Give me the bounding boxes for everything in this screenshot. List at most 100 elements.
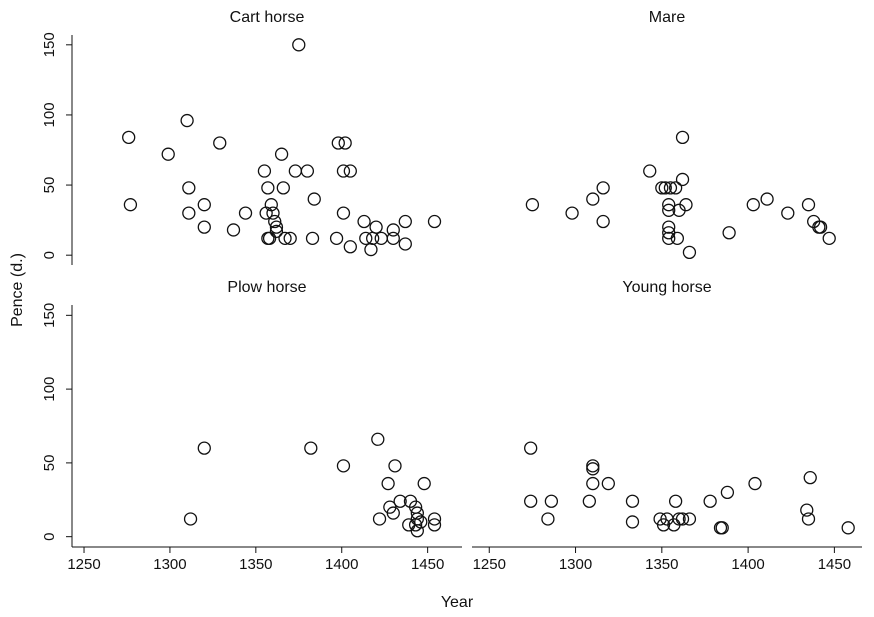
point bbox=[374, 231, 388, 246]
point bbox=[715, 521, 729, 535]
point bbox=[586, 476, 600, 491]
point bbox=[668, 181, 683, 195]
point bbox=[269, 224, 284, 238]
point bbox=[182, 181, 196, 195]
point bbox=[372, 512, 387, 526]
x-tick-label: 1450 bbox=[411, 556, 444, 573]
point bbox=[357, 214, 371, 229]
point bbox=[668, 494, 683, 508]
panel-title: Mare bbox=[649, 9, 686, 26]
y-axis-label: Pence (d.) bbox=[9, 253, 26, 327]
point bbox=[565, 206, 579, 220]
point bbox=[841, 521, 855, 535]
point bbox=[414, 515, 428, 529]
point bbox=[381, 476, 395, 491]
point bbox=[703, 494, 717, 508]
x-tick-label: 1250 bbox=[67, 556, 100, 573]
point bbox=[402, 518, 416, 532]
point bbox=[336, 459, 351, 473]
point bbox=[662, 220, 676, 234]
point bbox=[544, 494, 559, 508]
point bbox=[268, 214, 282, 229]
point bbox=[292, 38, 306, 52]
panel-title: Cart horse bbox=[230, 9, 305, 26]
point bbox=[625, 494, 640, 508]
y-tick-label: 50 bbox=[41, 455, 58, 472]
point bbox=[586, 459, 600, 473]
point bbox=[238, 206, 253, 220]
point bbox=[398, 237, 412, 251]
y-tick-label: 100 bbox=[41, 377, 58, 402]
point bbox=[278, 231, 292, 246]
point bbox=[586, 192, 600, 206]
y-tick-label: 0 bbox=[41, 251, 58, 259]
point bbox=[364, 242, 378, 257]
point bbox=[525, 198, 540, 212]
point bbox=[264, 198, 278, 212]
point bbox=[524, 441, 538, 455]
point bbox=[386, 223, 400, 237]
point bbox=[679, 198, 693, 212]
x-tick-label: 1350 bbox=[239, 556, 272, 573]
point bbox=[288, 164, 302, 178]
point bbox=[269, 220, 284, 234]
point bbox=[388, 459, 402, 473]
point bbox=[427, 214, 442, 229]
point bbox=[300, 164, 315, 178]
point bbox=[748, 476, 762, 491]
point bbox=[722, 226, 736, 240]
point bbox=[336, 164, 351, 178]
point bbox=[276, 181, 290, 195]
point bbox=[801, 512, 816, 526]
point bbox=[359, 231, 373, 246]
point bbox=[257, 164, 272, 178]
point bbox=[662, 231, 676, 246]
y-tick-label: 50 bbox=[41, 177, 58, 194]
y-tick-label: 150 bbox=[41, 32, 58, 57]
point bbox=[720, 485, 735, 500]
point bbox=[274, 147, 289, 161]
point bbox=[675, 512, 690, 526]
point bbox=[596, 214, 610, 229]
point bbox=[182, 206, 196, 220]
point bbox=[261, 181, 275, 195]
x-tick-label: 1300 bbox=[153, 556, 186, 573]
point bbox=[369, 220, 383, 234]
point bbox=[213, 136, 227, 150]
point bbox=[180, 113, 194, 128]
point bbox=[336, 206, 351, 220]
point bbox=[427, 512, 442, 526]
point bbox=[410, 506, 424, 520]
point bbox=[672, 512, 686, 526]
x-tick-label: 1450 bbox=[818, 556, 851, 573]
point bbox=[682, 245, 697, 260]
point bbox=[675, 172, 690, 187]
point bbox=[800, 503, 814, 517]
x-tick-label: 1300 bbox=[559, 556, 592, 573]
x-tick-label: 1400 bbox=[325, 556, 358, 573]
point bbox=[813, 220, 828, 234]
point bbox=[398, 214, 412, 229]
point bbox=[262, 231, 277, 246]
point bbox=[663, 181, 678, 195]
point bbox=[197, 220, 211, 234]
point bbox=[582, 494, 596, 508]
point bbox=[675, 130, 690, 145]
point bbox=[746, 198, 760, 212]
point bbox=[541, 512, 555, 526]
x-axis-label: Year bbox=[441, 594, 474, 611]
point bbox=[803, 470, 817, 485]
point bbox=[122, 130, 136, 145]
point bbox=[331, 136, 345, 150]
point bbox=[781, 206, 795, 220]
point bbox=[123, 198, 138, 212]
point bbox=[410, 524, 424, 538]
point bbox=[371, 432, 385, 446]
point bbox=[801, 198, 816, 212]
point bbox=[625, 515, 640, 529]
panel-title: Plow horse bbox=[227, 279, 306, 296]
point bbox=[338, 136, 352, 150]
point bbox=[343, 164, 357, 178]
point bbox=[655, 181, 669, 195]
